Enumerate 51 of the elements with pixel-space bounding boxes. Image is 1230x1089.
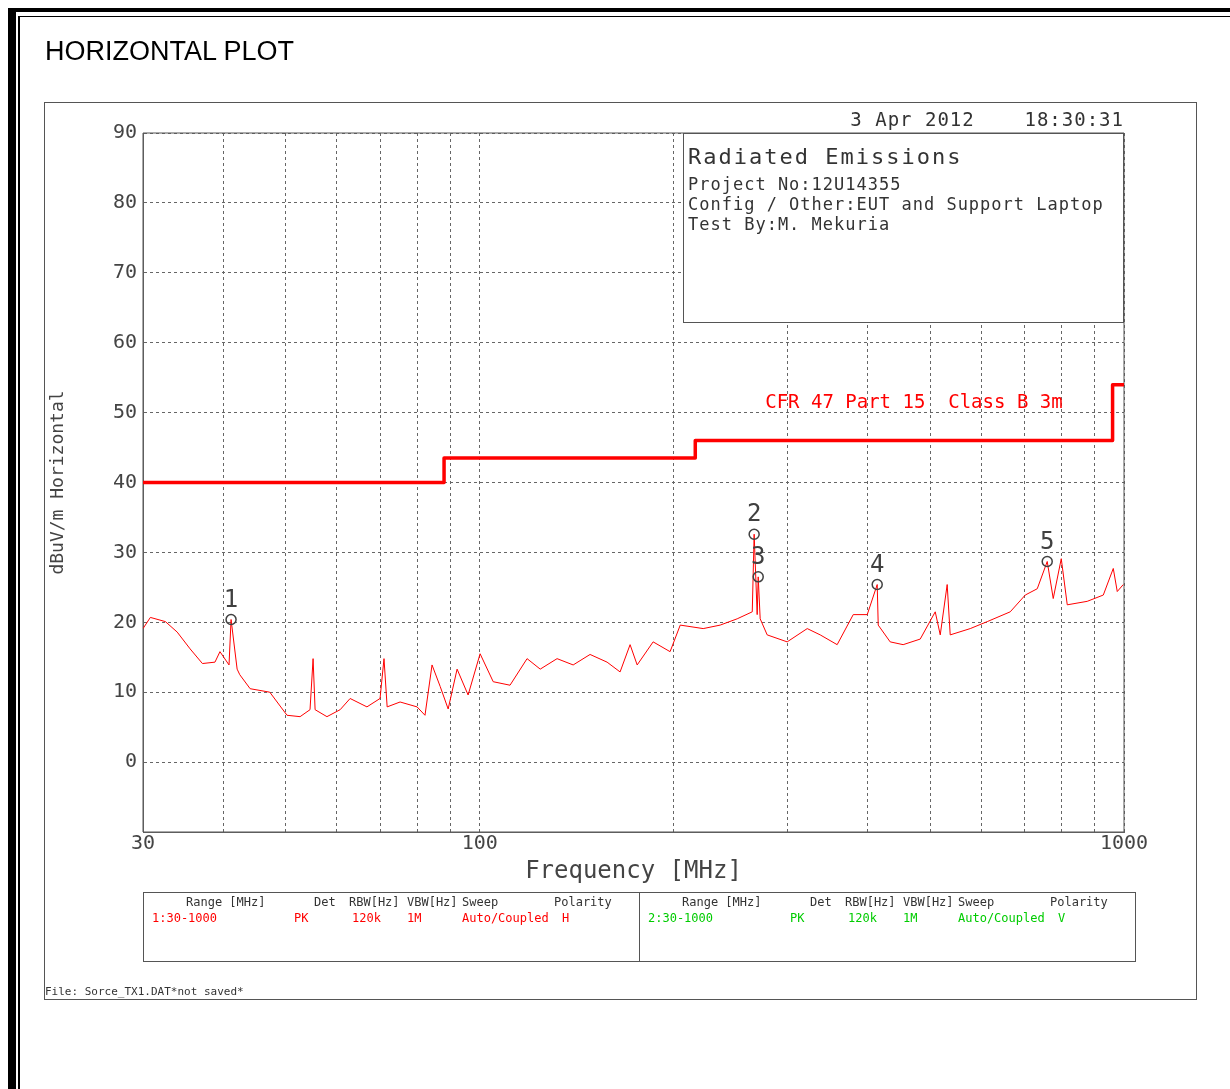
y-tick-label: 90 [112,119,137,144]
text: V [1058,911,1066,925]
text: 2:30-1000 [648,911,714,925]
chart-title: HORIZONTAL PLOT [45,36,295,67]
annotation: Test By:M. Mekuria [688,214,892,234]
annotation: 5 [1040,526,1055,555]
y-axis-title: dBuV/m Horizontal [46,390,68,575]
text: Polarity [1050,895,1108,909]
y-tick-label: 40 [112,468,137,493]
text: Sweep [462,895,499,909]
text: 1M [407,911,422,925]
annotation: 1 [223,584,239,613]
annotation: 2 [746,499,762,528]
text: 3 Apr 2012 18:30:31 [850,108,1124,130]
y-tick-label: 10 [112,678,137,703]
y-tick-label: 70 [112,259,137,283]
text: Auto/Coupled [958,911,1045,925]
y-tick-label: 0 [124,748,137,773]
annotation: Config / Other:EUT and Support Laptop [688,194,1105,214]
x-tick-label: 1000 [1099,830,1149,855]
y-tick-label: 30 [112,538,137,563]
text: PK [294,911,309,925]
x-axis-title: Frequency [MHz] [525,855,742,884]
text: 120k [352,911,381,925]
y-tick-label: 80 [112,189,137,214]
text: VBW[Hz] [407,895,458,909]
y-tick-label: 60 [112,328,137,353]
x-tick-label: 100 [461,830,498,855]
text: Sweep [958,895,995,909]
text: Range [MHz] [682,895,762,909]
text: 120k [848,911,877,925]
text: Det [314,895,336,909]
x-tick-label: 30 [130,830,156,855]
text: Polarity [554,895,612,909]
text: RBW[Hz] [349,895,400,909]
text: RBW[Hz] [845,895,896,909]
text: PK [790,911,805,925]
annotation: Radiated Emissions [688,143,964,171]
text: File: Sorce_TX1.DAT*not saved* [45,985,244,998]
text: Range [MHz] [186,895,266,909]
y-tick-label: 20 [112,608,137,633]
text: VBW[Hz] [903,895,954,909]
text: H [562,911,570,925]
text: 1:30-1000 [152,911,218,925]
y-tick-label: 50 [112,398,137,423]
text: Det [810,895,832,909]
text: Auto/Coupled [462,911,549,925]
annotation: Project No:12U14355 [688,174,903,194]
series-label: CFR 47 Part 15 Class B 3m [765,390,1063,412]
text: 1M [903,911,918,925]
annotation: 4 [869,549,885,578]
